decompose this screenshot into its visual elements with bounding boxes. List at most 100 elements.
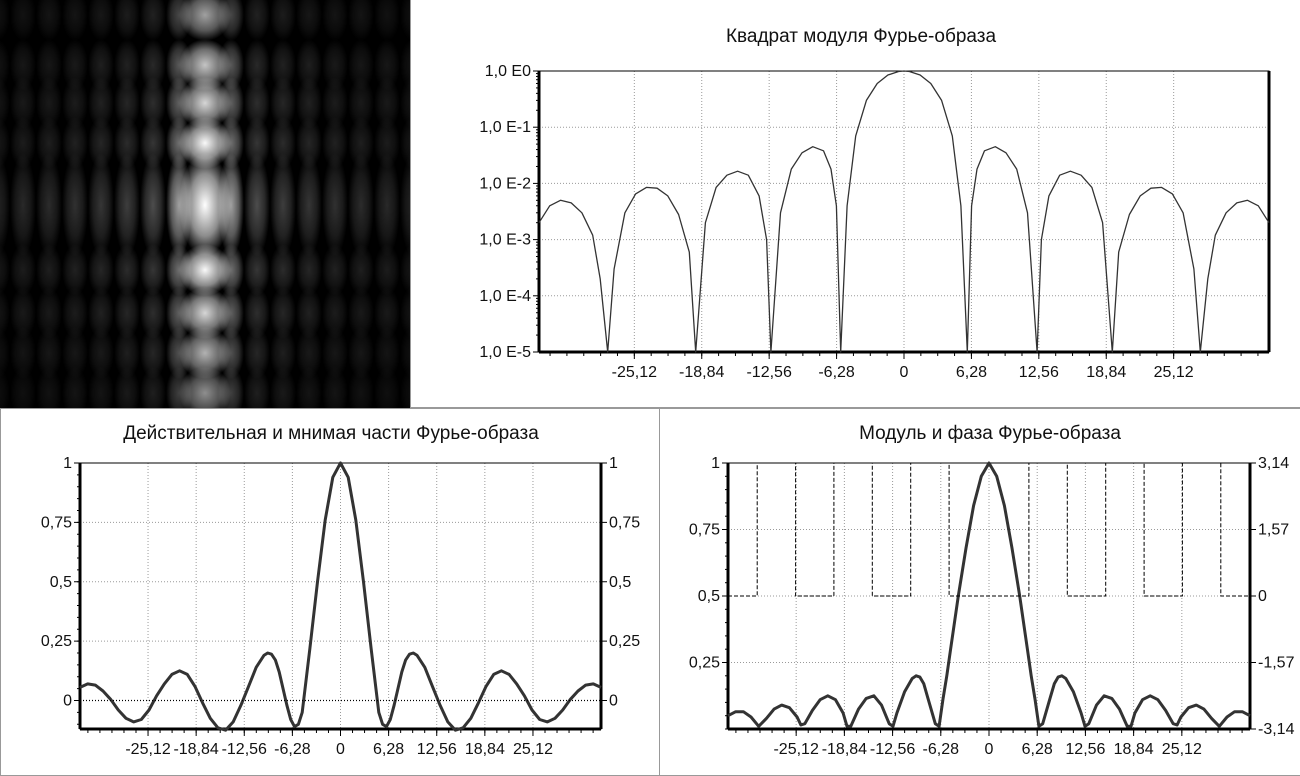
y2-tick-label: 0 (609, 693, 618, 710)
diffraction-spot (0, 367, 10, 410)
diffraction-spot (88, 287, 114, 339)
x-tick-label: 18,84 (465, 741, 505, 758)
diffraction-spot (36, 39, 62, 91)
x-tick-label: -18,84 (679, 364, 724, 381)
diffraction-spot (0, 327, 10, 379)
diffraction-spot (400, 327, 410, 379)
y-tick-label: 1,0 E-4 (479, 288, 531, 305)
diffraction-spot (0, 154, 10, 256)
diffraction-spot (179, 153, 231, 257)
chart3-svg: Модуль и фаза Фурье-образа -25,12 -18,84-… (689, 423, 1295, 758)
diffraction-spot (374, 327, 400, 379)
diffraction-spot (114, 153, 140, 257)
diffraction-spot (400, 117, 410, 169)
y2-tick-label: 1 (609, 455, 618, 472)
diffraction-spot (218, 244, 244, 296)
x-tick-label: 0 (900, 364, 909, 381)
diffraction-spot (322, 77, 348, 129)
x-tick-label: -18,84 (822, 741, 867, 758)
diffraction-spot (296, 287, 322, 339)
diffraction-spot (36, 117, 62, 169)
y-tick-label: 0,25 (41, 633, 72, 650)
y2-tick-label: 0 (1258, 588, 1267, 605)
diffraction-spot (374, 287, 400, 339)
diffraction-spot (36, 367, 62, 410)
diffraction-spot (348, 153, 374, 257)
x-tick-label: 18,84 (1086, 364, 1126, 381)
diffraction-spot (296, 244, 322, 296)
diffraction-spot (322, 287, 348, 339)
diffraction-spot (400, 77, 410, 129)
y2-tick-label: 0,75 (609, 514, 640, 531)
diffraction-spot (348, 77, 374, 129)
diffraction-spot (140, 117, 166, 169)
diffraction-spot (0, 0, 10, 41)
x-tick-label: 18,84 (1114, 741, 1154, 758)
diffraction-spot (296, 367, 322, 410)
x-tick-label: -25,12 (773, 741, 818, 758)
diffraction-spot (10, 244, 36, 296)
diffraction-spot (140, 39, 166, 91)
diffraction-spot (322, 0, 348, 41)
diffraction-spot (10, 39, 36, 91)
diffraction-spot (244, 287, 270, 339)
diffraction-spot (270, 367, 296, 410)
diffraction-spot (348, 117, 374, 169)
diffraction-spot (62, 327, 88, 379)
diffraction-spot (270, 117, 296, 169)
diffraction-spot (88, 39, 114, 91)
diffraction-spot (36, 244, 62, 296)
diffraction-spot (244, 244, 270, 296)
diffraction-image (0, 0, 410, 410)
y-tick-label: 1 (711, 455, 720, 472)
diffraction-spot (270, 0, 296, 41)
diffraction-spot (179, 367, 231, 410)
x-tick-label: -18,84 (173, 741, 218, 758)
diffraction-spot (218, 77, 244, 129)
diffraction-spot (114, 0, 140, 41)
diffraction-spot (296, 77, 322, 129)
x-tick-label: -12,56 (870, 741, 915, 758)
diffraction-spot (270, 153, 296, 257)
diffraction-spot (348, 39, 374, 91)
x-tick-label: -6,28 (923, 741, 960, 758)
y2-tick-label: 0,5 (609, 574, 631, 591)
diffraction-spot (374, 244, 400, 296)
diffraction-spot (296, 0, 322, 41)
diffraction-spot (348, 287, 374, 339)
y2-tick-label: 3,14 (1258, 455, 1289, 472)
diffraction-spot (296, 153, 322, 257)
x-tick-label: 0 (336, 741, 345, 758)
y-tick-label: 1 (63, 455, 72, 472)
diffraction-spot (62, 39, 88, 91)
diffraction-spot (400, 287, 410, 339)
diffraction-spot (114, 327, 140, 379)
diffraction-spot (296, 327, 322, 379)
x-tick-label: -12,56 (222, 741, 267, 758)
x-tick-label: -25,12 (612, 364, 657, 381)
diffraction-spot (62, 153, 88, 257)
diffraction-spot (10, 327, 36, 379)
diffraction-spot (10, 367, 36, 410)
y2-tick-label: 1,57 (1258, 522, 1289, 539)
diffraction-spot (0, 117, 10, 169)
diffraction-spot (88, 153, 114, 257)
diffraction-spot (374, 39, 400, 91)
diffraction-pattern-icon (0, 0, 410, 410)
diffraction-spot (270, 244, 296, 296)
chart1-title: Квадрат модуля Фурье-образа (726, 26, 997, 47)
diffraction-spot (140, 244, 166, 296)
x-tick-label: 0 (985, 741, 994, 758)
diffraction-spot (270, 287, 296, 339)
diffraction-spot (218, 327, 244, 379)
y-tick-label: 1,0 E-3 (479, 232, 531, 249)
diffraction-spot (348, 244, 374, 296)
diffraction-spot (348, 367, 374, 410)
diffraction-spot (218, 39, 244, 91)
diffraction-spot (62, 244, 88, 296)
diffraction-spot (400, 154, 410, 256)
chart-modulus-phase: Модуль и фаза Фурье-образа -25,12 -18,84-… (660, 408, 1300, 776)
diffraction-spot (10, 117, 36, 169)
diffraction-spot (88, 77, 114, 129)
chart2-svg: Действительная и мнимая части Фурье-обра… (41, 423, 640, 758)
